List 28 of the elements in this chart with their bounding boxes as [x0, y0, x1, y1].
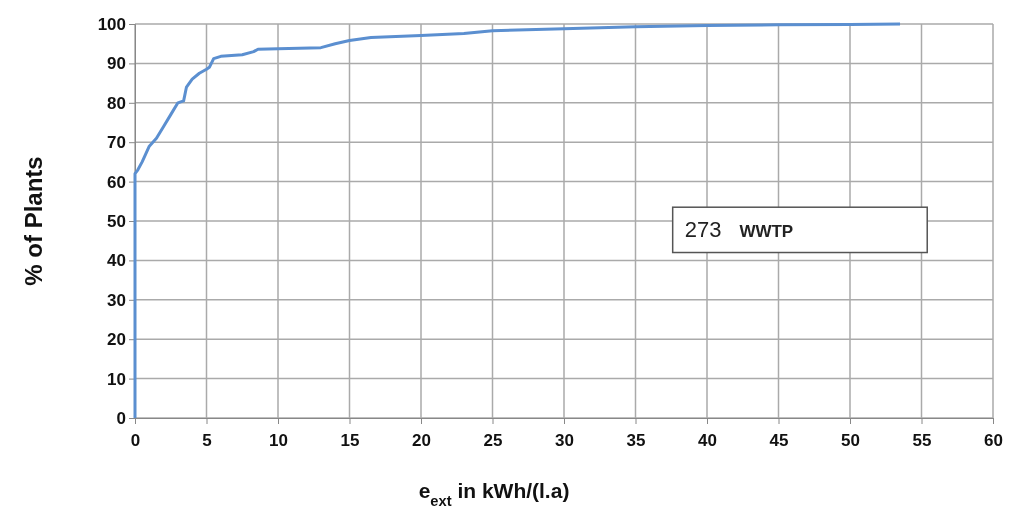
y-tick-label: 20	[107, 330, 126, 350]
x-tick-label: 5	[202, 430, 212, 450]
y-tick-label: 0	[116, 408, 126, 428]
x-tick-label: 40	[698, 430, 717, 450]
y-tick-label: 70	[107, 133, 126, 153]
x-tick-label: 20	[412, 430, 431, 450]
x-tick-label: 50	[841, 430, 860, 450]
y-tick-label: 50	[107, 211, 126, 231]
x-tick-label: 45	[769, 430, 789, 450]
y-tick-label: 60	[107, 172, 126, 192]
annotation: WWTP	[739, 221, 794, 241]
y-tick-label: 80	[107, 93, 126, 113]
y-tick-label: 30	[107, 290, 126, 310]
x-tick-label: 0	[130, 430, 141, 450]
x-tick-label: 30	[555, 430, 574, 450]
x-tick-label: 25	[483, 430, 503, 450]
x-tick-label: 60	[984, 430, 1003, 450]
x-tick-label: 15	[340, 430, 360, 450]
y-tick-label: 40	[107, 251, 126, 271]
x-axis-title: e$_{ext}$ in kWh/(l.a)	[418, 479, 570, 506]
x-tick-label: 35	[626, 430, 646, 450]
y-axis-title: % of Plants	[20, 156, 47, 286]
annotation: 273	[684, 216, 722, 242]
x-tick-label: 10	[269, 430, 288, 450]
y-tick-label: 90	[107, 54, 126, 74]
x-tick-label: 55	[912, 430, 932, 450]
y-tick-label: 10	[107, 369, 126, 389]
y-tick-label: 100	[97, 14, 126, 34]
